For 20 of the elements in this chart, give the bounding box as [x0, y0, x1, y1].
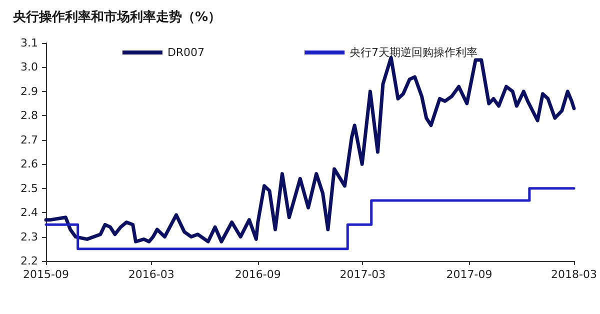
legend-label: 央行7天期逆回购操作利率 [350, 46, 478, 59]
x-tick-label: 2017-03 [340, 268, 386, 281]
x-tick-label: 2016-03 [128, 268, 174, 281]
y-tick-label: 2.7 [20, 133, 38, 146]
chart-title: 央行操作利率和市场利率走势（%） [12, 9, 222, 25]
x-tick-label: 2015-09 [23, 268, 69, 281]
y-tick-label: 3.1 [20, 36, 38, 50]
x-tick-label: 2016-09 [234, 268, 281, 281]
y-tick-label: 3.0 [20, 60, 38, 74]
y-tick-label: 2.3 [20, 230, 38, 244]
y-tick-label: 2.2 [20, 254, 38, 268]
y-tick-label: 2.9 [20, 84, 38, 98]
y-tick-label: 2.4 [20, 206, 38, 220]
y-tick-label: 2.6 [20, 158, 38, 171]
x-tick-label: 2017-09 [446, 268, 492, 281]
x-tick-label: 2018-03 [551, 268, 597, 281]
y-tick-label: 2.5 [20, 182, 38, 195]
legend-label: DR007 [167, 46, 205, 59]
y-tick-label: 2.8 [20, 109, 38, 122]
line-series [44, 56, 576, 244]
